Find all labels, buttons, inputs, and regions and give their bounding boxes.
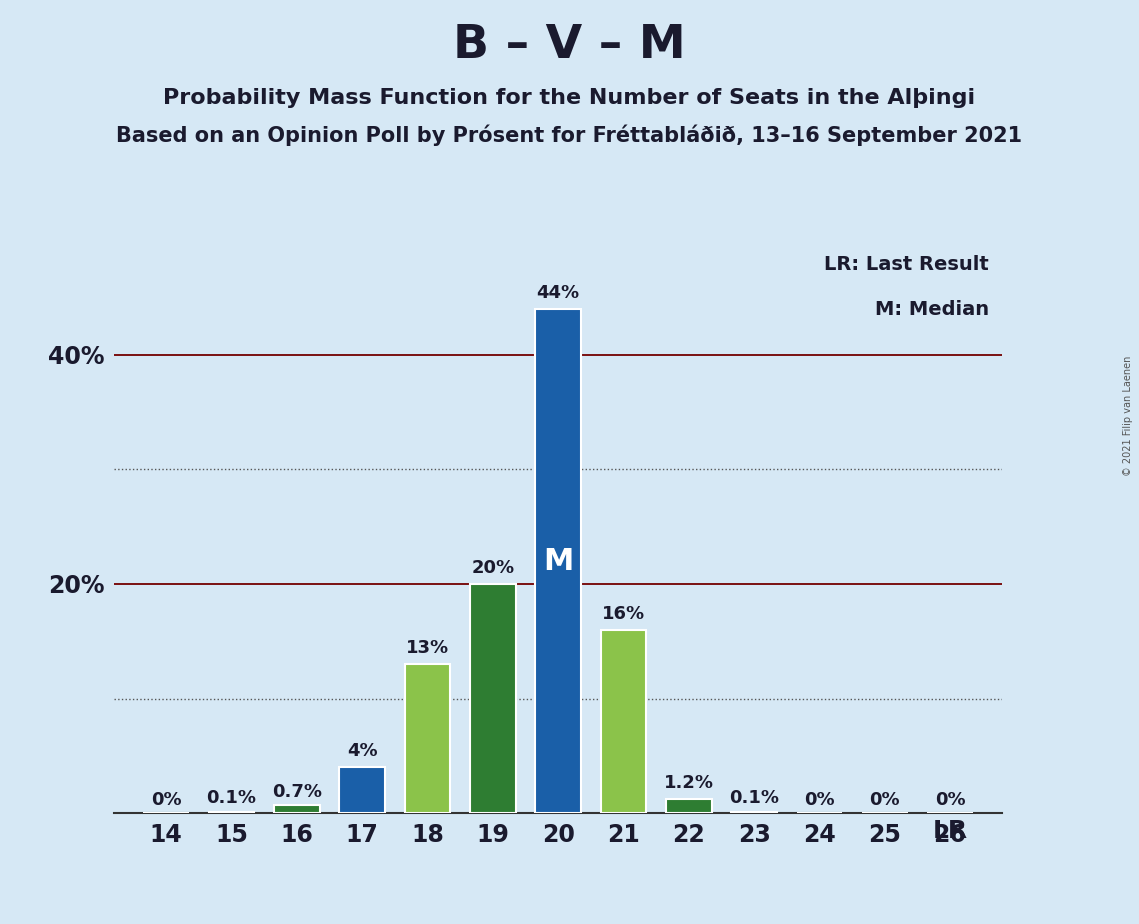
Bar	[339, 767, 385, 813]
Text: 0.7%: 0.7%	[272, 783, 322, 800]
Text: LR: LR	[933, 819, 968, 843]
Text: 16%: 16%	[601, 605, 645, 623]
Bar	[274, 805, 320, 813]
Bar	[666, 799, 712, 813]
Text: 0%: 0%	[804, 791, 835, 809]
Bar	[404, 664, 450, 813]
Text: 0%: 0%	[869, 791, 900, 809]
Text: 0%: 0%	[935, 791, 966, 809]
Text: 0%: 0%	[150, 791, 181, 809]
Text: 0.1%: 0.1%	[206, 789, 256, 808]
Text: 4%: 4%	[346, 742, 377, 760]
Text: 20%: 20%	[472, 559, 515, 578]
Bar	[731, 812, 777, 813]
Text: 44%: 44%	[536, 284, 580, 302]
Bar	[208, 812, 254, 813]
Text: 1.2%: 1.2%	[664, 774, 714, 793]
Text: M: M	[543, 547, 573, 576]
Text: M: Median: M: Median	[875, 300, 989, 320]
Bar	[600, 630, 646, 813]
Text: LR: Last Result: LR: Last Result	[825, 254, 989, 274]
Text: 0.1%: 0.1%	[729, 789, 779, 808]
Text: Based on an Opinion Poll by Prósent for Fréttabláðið, 13–16 September 2021: Based on an Opinion Poll by Prósent for …	[116, 125, 1023, 146]
Bar	[470, 584, 516, 813]
Text: Probability Mass Function for the Number of Seats in the Alþingi: Probability Mass Function for the Number…	[163, 88, 976, 108]
Bar	[535, 309, 581, 813]
Text: 13%: 13%	[405, 639, 449, 657]
Text: B – V – M: B – V – M	[453, 23, 686, 68]
Text: © 2021 Filip van Laenen: © 2021 Filip van Laenen	[1123, 356, 1133, 476]
